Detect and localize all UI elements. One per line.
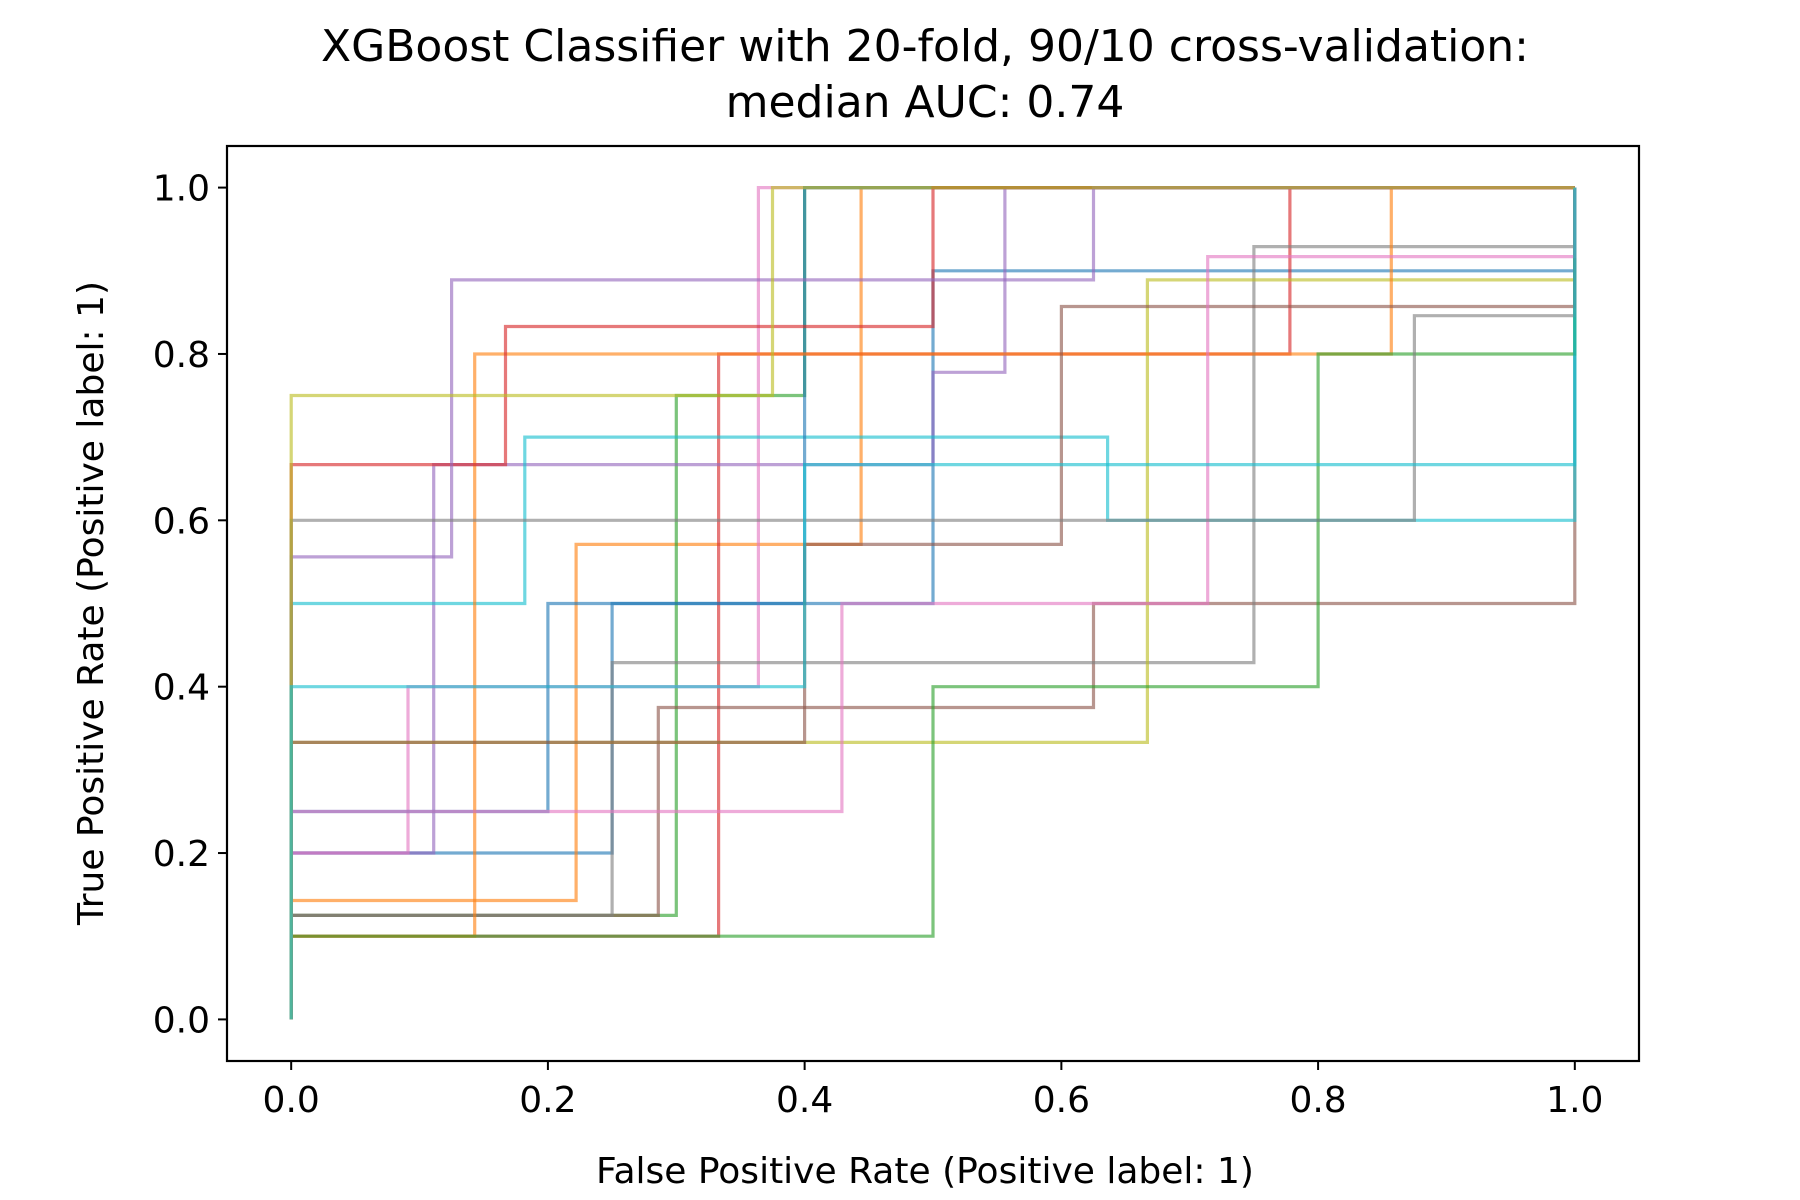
plot-frame (225, 144, 1641, 1063)
x-tick-label: 0.4 (776, 1080, 833, 1121)
y-axis-label: True Positive Rate (Positive label: 1) (71, 281, 112, 926)
roc-curve-fold-8 (289, 187, 1577, 1020)
y-tick-label: 0.0 (153, 1000, 210, 1041)
y-tick-label: 0.2 (153, 834, 210, 875)
chart-subtitle: median AUC: 0.74 (726, 77, 1125, 128)
x-axis-ticks: 0.0 0.2 0.4 0.6 0.8 1.0 (263, 1061, 1603, 1121)
roc-curve-fold-17 (289, 187, 1577, 1020)
roc-curve-fold-10 (289, 187, 1577, 1020)
x-tick-label: 0.8 (1289, 1080, 1346, 1121)
x-tick-label: 0.6 (1033, 1080, 1090, 1121)
y-tick-label: 1.0 (153, 169, 210, 210)
roc-curve-fold-19 (289, 186, 1575, 1020)
x-tick-label: 0.2 (519, 1080, 576, 1121)
plot-area (225, 144, 1641, 1063)
y-axis-ticks: 0.0 0.2 0.4 0.6 0.8 1.0 (153, 169, 227, 1041)
y-tick-label: 0.4 (153, 668, 210, 709)
x-tick-label: 0.0 (263, 1080, 320, 1121)
x-axis-label: False Positive Rate (Positive label: 1) (596, 1151, 1254, 1192)
roc-curve-fold-20 (289, 187, 1577, 1020)
roc-curves (289, 186, 1577, 1020)
y-tick-label: 0.6 (153, 501, 210, 542)
y-tick-label: 0.8 (153, 335, 210, 376)
roc-curve-fold-16 (289, 187, 1577, 1020)
x-tick-label: 1.0 (1546, 1080, 1603, 1121)
roc-curve-fold-13 (289, 187, 1577, 1020)
chart-title: XGBoost Classifier with 20-fold, 90/10 c… (321, 21, 1529, 72)
